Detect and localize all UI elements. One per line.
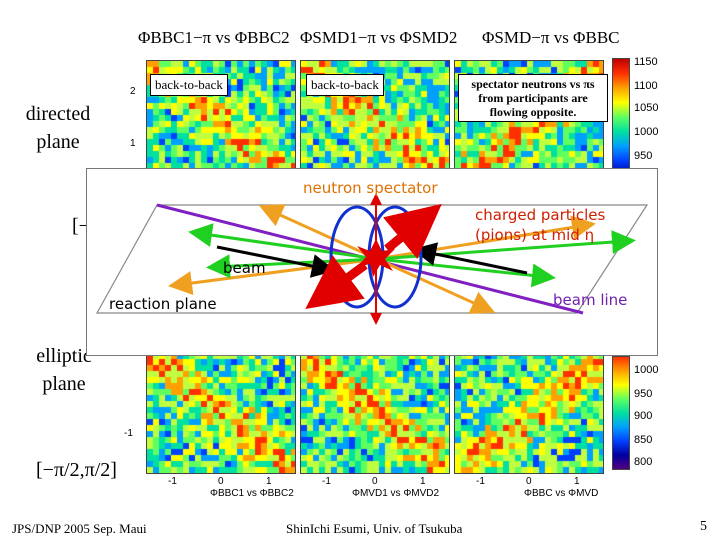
scale-label: 900: [634, 410, 653, 422]
scale-label: 1150: [634, 56, 658, 68]
scale-label: 800: [634, 456, 653, 468]
footer-center: ShinIchi Esumi, Univ. of Tsukuba: [286, 521, 463, 536]
flow-arrow: [305, 255, 368, 310]
heatmap-bottom-3: [454, 352, 604, 474]
title-bbc: ΦBBC1−π vs ΦBBC2: [138, 28, 290, 47]
scale-label: 1000: [634, 126, 659, 138]
scale-label: 950: [634, 388, 653, 400]
spectator-arrow: [258, 204, 378, 261]
xtick: 0: [218, 476, 224, 487]
callout-back-to-back-2: back-to-back: [306, 74, 384, 96]
axis-label: ΦBBC1 vs ΦBBC2: [210, 488, 294, 499]
scale-label: 850: [634, 434, 653, 446]
pion-arrow: [376, 257, 556, 288]
label-charged-particles: charged particles (pions) at mid η: [475, 206, 606, 244]
xtick: 0: [526, 476, 532, 487]
diagram-svg: [95, 193, 649, 325]
scale-label: 950: [634, 150, 653, 162]
axis-label: ΦBBC vs ΦMVD: [524, 488, 599, 499]
spectator-arrow: [376, 257, 496, 314]
label-beam: beam: [223, 259, 266, 277]
scale-label: 1000: [634, 364, 659, 376]
ytick: -1: [124, 428, 133, 439]
xtick: -1: [168, 476, 177, 487]
range-label-bottom: [−π/2,π/2]: [36, 459, 117, 481]
elliptic-label: elliptic plane: [36, 345, 92, 395]
color-scale-top: [612, 58, 630, 176]
range-label-top: [−: [72, 215, 90, 237]
footer-left: JPS/DNP 2005 Sep. Maui: [12, 521, 147, 536]
pion-arrow: [188, 223, 378, 261]
xtick: 1: [574, 476, 580, 487]
page-number: 5: [700, 519, 707, 534]
scale-label: 1100: [634, 80, 658, 92]
heatmap-bottom-2: [300, 352, 450, 474]
axis-label: ΦMVD1 vs ΦMVD2: [352, 488, 440, 499]
label-reaction-plane: reaction plane: [109, 295, 217, 313]
reaction-plane-diagram: neutron spectator charged particles (pio…: [86, 168, 658, 356]
label-beam-line: beam line: [553, 291, 628, 309]
directed-label: directed plane: [25, 103, 91, 153]
ytick: 2: [130, 86, 136, 97]
xtick: 1: [420, 476, 426, 487]
heatmap-bottom-1: [146, 352, 296, 474]
title-smd: ΦSMD1−π vs ΦSMD2: [300, 28, 458, 47]
ytick: 1: [130, 138, 136, 149]
collision-star: [357, 239, 395, 277]
color-scale-bottom: [612, 356, 630, 470]
xtick: -1: [476, 476, 485, 487]
flow-arrow: [382, 203, 442, 260]
callout-spectator: spectator neutrons vs πs from participan…: [458, 74, 608, 122]
callout-back-to-back-1: back-to-back: [150, 74, 228, 96]
scale-label: 1050: [634, 102, 659, 114]
label-neutron-spectator: neutron spectator: [303, 179, 438, 197]
title-smd-bbc: ΦSMD−π vs ΦBBC: [482, 28, 620, 47]
xtick: 1: [266, 476, 272, 487]
xtick: -1: [322, 476, 331, 487]
xtick: 0: [372, 476, 378, 487]
